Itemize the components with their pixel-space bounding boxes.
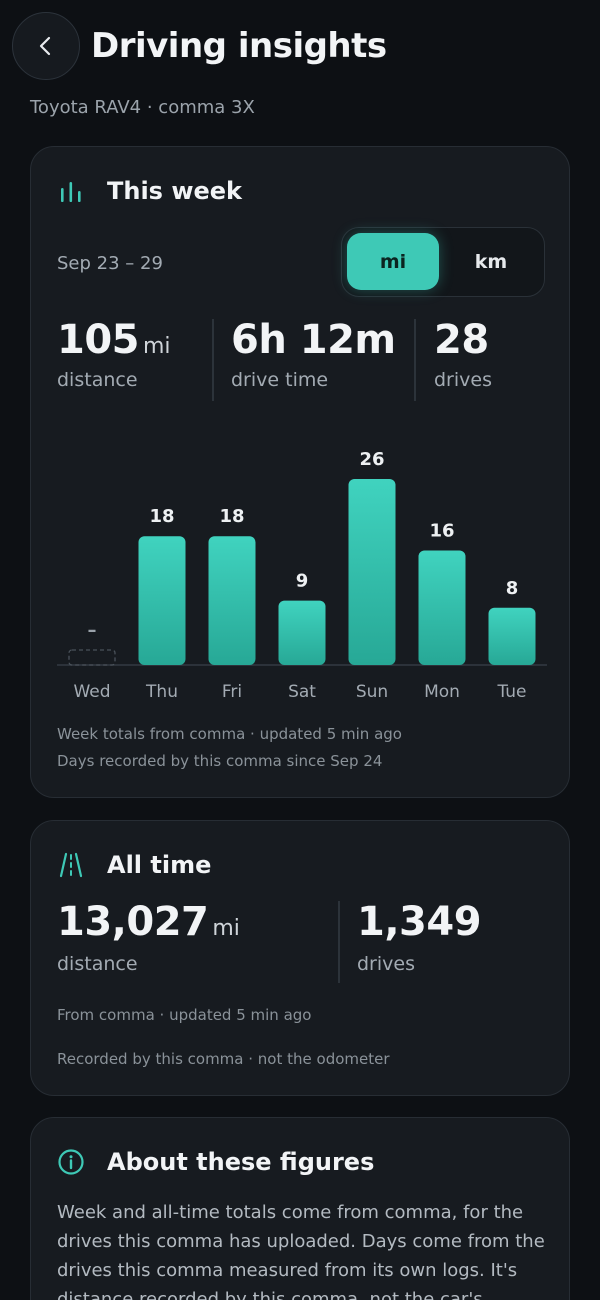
daily-distance-chart: – Wed 18 Thu 18 Fri 9 Sat 26 Sun 16 Mon 8 Tue — [57, 437, 547, 717]
back-button[interactable] — [12, 12, 80, 80]
date-range: Sep 23 – 29 — [57, 253, 163, 274]
all-time-card: All time 13,027 mi distance 1,349 drives … — [30, 820, 570, 1096]
x-tick-label-mon: Mon — [424, 682, 460, 702]
all-time-distance-value: 13,027 — [57, 899, 209, 945]
stat-divider — [212, 319, 214, 401]
week-drives-stat: 28 drives — [434, 317, 492, 391]
x-tick-label-thu: Thu — [145, 682, 178, 702]
x-tick-label-fri: Fri — [222, 682, 242, 702]
x-tick-label-sun: Sun — [356, 682, 388, 702]
all-time-distance-stat: 13,027 mi distance — [57, 899, 240, 975]
bar-value-label-sun: 26 — [359, 449, 384, 470]
all-time-drives-value: 1,349 — [357, 899, 482, 945]
x-tick-label-tue: Tue — [496, 682, 526, 702]
bar-sun — [348, 479, 396, 665]
daily-distance-chart-svg: – Wed 18 Thu 18 Fri 9 Sat 26 Sun 16 Mon 8 Tue — [57, 449, 547, 702]
bar-value-label-fri: 18 — [219, 506, 244, 527]
all-time-footnote-odometer: Recorded by this comma · not the odomete… — [57, 1050, 390, 1068]
x-tick-label-sat: Sat — [288, 682, 316, 702]
bar-chart-icon — [57, 177, 85, 205]
about-body: Week and all-time totals come from comma… — [57, 1202, 545, 1300]
all-time-title: All time — [107, 851, 212, 879]
chevron-left-icon — [39, 36, 51, 56]
all-time-drives-label: drives — [357, 953, 415, 975]
all-time-header: All time — [57, 851, 211, 879]
unit-toggle: mi km — [341, 227, 545, 297]
week-distance-unit: mi — [143, 334, 171, 359]
unit-mi-button[interactable]: mi — [347, 233, 439, 290]
about-card: About these figures Week and all-time to… — [30, 1117, 570, 1300]
bar-value-label-wed: – — [88, 620, 97, 641]
about-title: About these figures — [107, 1148, 375, 1176]
stat-divider — [414, 319, 416, 401]
bar-sat — [278, 600, 326, 665]
page-title: Driving insights — [91, 26, 387, 66]
road-icon — [57, 851, 85, 879]
week-footnote-updated: Week totals from comma · updated 5 min a… — [57, 725, 402, 743]
week-drives-value: 28 — [434, 317, 489, 363]
bar-value-label-thu: 18 — [149, 506, 174, 527]
week-distance-value: 105 — [57, 317, 140, 363]
bar-tue — [488, 607, 536, 665]
bar-value-label-sat: 9 — [296, 571, 309, 592]
bar-thu — [138, 536, 186, 665]
all-time-drives-stat: 1,349 drives — [357, 899, 482, 975]
week-time-label: drive time — [231, 369, 329, 391]
week-footnote-recorded: Days recorded by this comma since Sep 24 — [57, 752, 383, 770]
this-week-header: This week — [57, 177, 242, 205]
about-header: About these figures — [57, 1148, 374, 1176]
bar-fri — [208, 536, 256, 665]
bar-mon — [418, 550, 466, 665]
all-time-footnote-updated: From comma · updated 5 min ago — [57, 1006, 312, 1024]
week-distance-label: distance — [57, 369, 138, 391]
stat-divider — [338, 901, 340, 983]
info-icon — [57, 1148, 85, 1176]
this-week-title: This week — [107, 177, 243, 205]
week-drives-label: drives — [434, 369, 492, 391]
unit-km-button[interactable]: km — [474, 250, 508, 273]
bar-value-label-mon: 16 — [429, 521, 454, 542]
x-tick-label-wed: Wed — [73, 682, 110, 702]
this-week-card: This week Sep 23 – 29 mi km 105 mi distan… — [30, 146, 570, 798]
week-time-value: 6h 12m — [231, 317, 396, 363]
week-distance-stat: 105 mi distance — [57, 317, 171, 391]
bar-wed-empty — [68, 649, 116, 666]
all-time-distance-unit: mi — [212, 916, 240, 941]
bar-value-label-tue: 8 — [506, 578, 519, 599]
vehicle-subtitle: Toyota RAV4 · comma 3X — [30, 97, 255, 118]
week-time-stat: 6h 12m drive time — [231, 317, 396, 391]
all-time-distance-label: distance — [57, 953, 138, 975]
